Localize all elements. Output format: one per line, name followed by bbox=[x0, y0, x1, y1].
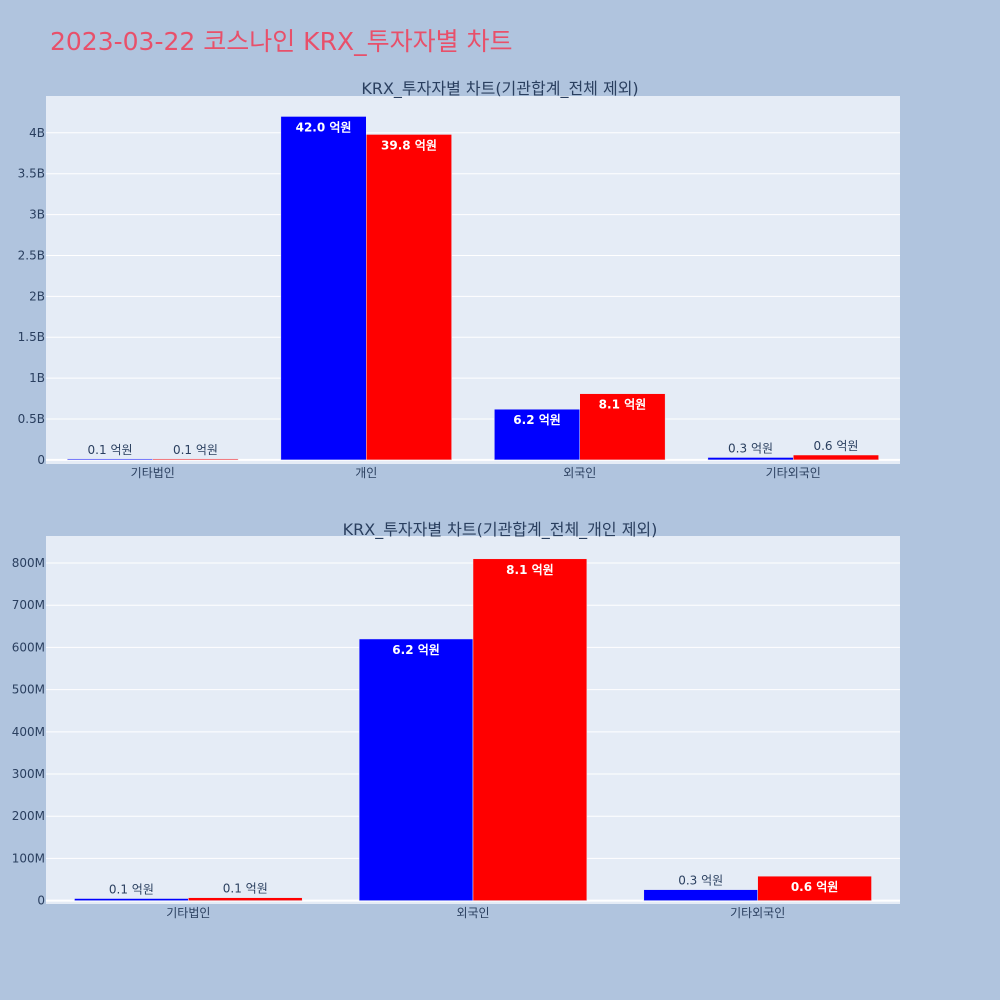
y-tick-label: 4B bbox=[29, 126, 45, 140]
bar-value-label: 0.1 억원 bbox=[109, 883, 154, 897]
bar bbox=[188, 897, 303, 901]
y-tick-label: 0 bbox=[37, 894, 45, 908]
bar bbox=[280, 116, 367, 461]
y-tick-label: 800M bbox=[12, 556, 45, 570]
y-tick-label: 400M bbox=[12, 725, 45, 739]
y-tick-label: 500M bbox=[12, 683, 45, 697]
bar-value-label: 8.1 억원 bbox=[599, 398, 647, 412]
chart-1: 0 0.5B 1B 1.5B 2B 2.5B 3B 3.5B 4B KRX_투자자별 차트(기관합… bbox=[18, 79, 900, 480]
bar-value-label: 0.1 억원 bbox=[88, 443, 133, 457]
bar bbox=[472, 558, 588, 901]
bar-value-label: 0.3 억원 bbox=[728, 441, 773, 455]
plot-area bbox=[46, 96, 900, 464]
bar bbox=[707, 457, 794, 461]
y-tick-label: 300M bbox=[12, 767, 45, 781]
bar-value-label: 0.6 억원 bbox=[813, 439, 858, 453]
y-tick-label: 3B bbox=[29, 208, 45, 222]
bar bbox=[793, 454, 879, 461]
chart-2: 0 100M 200M 300M 400M 500M 600M 700M 800M KRX_투자자… bbox=[12, 520, 900, 920]
bar-value-label: 42.0 억원 bbox=[296, 120, 352, 134]
y-tick-label: 1.5B bbox=[18, 330, 45, 344]
x-tick-label: 기타외국인 bbox=[730, 906, 785, 920]
chart-title: KRX_투자자별 차트(기관합계_전체_개인 제외) bbox=[343, 520, 658, 540]
bar bbox=[579, 393, 666, 461]
bar bbox=[494, 408, 581, 461]
y-tick-label: 200M bbox=[12, 809, 45, 823]
x-tick-label: 외국인 bbox=[456, 906, 489, 920]
bar-value-label: 6.2 억원 bbox=[513, 413, 561, 427]
y-tick-label: 0 bbox=[37, 453, 45, 467]
x-tick-label: 기타외국인 bbox=[766, 466, 821, 480]
y-tick-label: 1B bbox=[29, 371, 45, 385]
bar bbox=[358, 638, 474, 901]
x-tick-label: 기타법인 bbox=[131, 466, 175, 480]
chart-title: KRX_투자자별 차트(기관합계_전체 제외) bbox=[361, 79, 638, 99]
y-tick-label: 2.5B bbox=[18, 248, 45, 262]
bar-value-label: 0.1 억원 bbox=[223, 882, 268, 896]
x-tick-label: 기타법인 bbox=[166, 906, 210, 920]
bar-value-label: 0.3 억원 bbox=[678, 874, 723, 888]
y-tick-label: 100M bbox=[12, 851, 45, 865]
y-tick-label: 3.5B bbox=[18, 167, 45, 181]
bar bbox=[67, 458, 153, 461]
bar-value-label: 39.8 억원 bbox=[381, 138, 437, 152]
bar bbox=[757, 875, 872, 901]
bar bbox=[643, 889, 758, 901]
bar-value-label: 6.2 억원 bbox=[392, 643, 440, 657]
page-title: 2023-03-22 코스나인 KRX_투자자별 차트 bbox=[50, 27, 513, 56]
y-tick-label: 600M bbox=[12, 640, 45, 654]
bar-value-label: 0.6 억원 bbox=[791, 880, 839, 894]
bar-value-label: 0.1 억원 bbox=[173, 443, 218, 457]
x-tick-label: 개인 bbox=[355, 466, 377, 480]
bar bbox=[366, 134, 452, 461]
y-tick-label: 0.5B bbox=[18, 412, 45, 426]
bar bbox=[74, 898, 189, 901]
bar bbox=[152, 458, 239, 461]
y-tick-label: 2B bbox=[29, 289, 45, 303]
x-tick-label: 외국인 bbox=[563, 466, 596, 480]
bar-value-label: 8.1 억원 bbox=[506, 563, 554, 577]
y-tick-label: 700M bbox=[12, 598, 45, 612]
